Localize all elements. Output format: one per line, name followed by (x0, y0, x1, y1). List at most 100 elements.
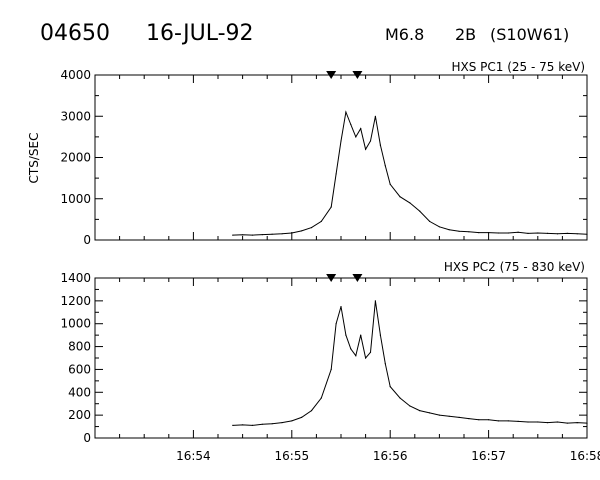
y-tick-label: 1000 (60, 317, 91, 331)
x-tick-label: 16:54 (176, 449, 211, 463)
data-point (360, 128, 362, 130)
data-point (566, 232, 568, 234)
data-point (384, 165, 386, 167)
data-point (355, 355, 357, 357)
interval-marker (326, 71, 337, 79)
data-point (448, 229, 450, 231)
data-point (566, 422, 568, 424)
data-point (488, 232, 490, 234)
data-point (330, 368, 332, 370)
data-point (507, 420, 509, 422)
count-rate-line (232, 300, 588, 426)
data-point (507, 232, 509, 234)
data-point (537, 232, 539, 234)
data-point (399, 196, 401, 198)
data-point (438, 226, 440, 228)
data-point (345, 334, 347, 336)
data-point (310, 410, 313, 412)
data-point (419, 210, 421, 212)
data-point (384, 363, 386, 365)
count-rate-line (232, 110, 588, 236)
data-point (301, 416, 303, 418)
y-tick-label: 400 (68, 385, 91, 399)
data-point (369, 140, 372, 142)
data-point (468, 231, 470, 233)
x-tick-label: 16:56 (373, 449, 408, 463)
data-point (379, 334, 381, 336)
y-tick-label: 1400 (60, 271, 91, 285)
data-point (242, 424, 244, 426)
data-point (261, 234, 263, 236)
data-point (320, 220, 322, 222)
data-point (310, 227, 313, 229)
data-point (340, 306, 342, 308)
data-point (517, 231, 519, 233)
optical-class: 2B (455, 25, 476, 44)
data-point (232, 424, 234, 426)
data-point (365, 357, 367, 359)
y-tick-label: 0 (83, 233, 91, 247)
flare-location: (S10W61) (490, 25, 569, 44)
data-point (365, 148, 367, 150)
data-point (291, 232, 293, 234)
y-tick-label: 600 (68, 362, 91, 376)
data-point (261, 423, 263, 425)
y-axis-label: CTS/SEC (27, 133, 41, 184)
event-date: 16-JUL-92 (146, 21, 254, 46)
y-tick-label: 1000 (60, 192, 91, 206)
data-point (335, 323, 337, 325)
data-point (242, 234, 244, 236)
panel-pc2-title: HXS PC2 (75 - 830 keV) (444, 260, 585, 274)
data-point (389, 386, 391, 388)
panel-pc1-title: HXS PC1 (25 - 75 keV) (451, 60, 585, 74)
data-point (527, 232, 529, 234)
data-point (547, 232, 549, 234)
data-point (350, 123, 352, 126)
y-tick-label: 2000 (60, 151, 91, 165)
data-point (458, 416, 460, 418)
data-point (251, 234, 253, 236)
y-tick-label: 1200 (60, 294, 91, 308)
data-point (369, 351, 372, 353)
data-point (547, 422, 549, 424)
data-point (232, 234, 234, 236)
data-point (350, 348, 352, 350)
y-tick-label: 200 (68, 408, 91, 422)
data-point (478, 232, 480, 234)
data-point (389, 183, 391, 185)
data-point (330, 206, 332, 208)
interval-marker (326, 274, 337, 282)
data-point (488, 419, 490, 421)
data-point (576, 233, 578, 235)
interval-marker (352, 274, 363, 282)
data-point (438, 414, 440, 416)
data-point (281, 422, 283, 424)
data-point (478, 419, 480, 421)
x-tick-label: 16:55 (275, 449, 310, 463)
x-tick-label: 16:57 (471, 449, 506, 463)
data-point (301, 230, 303, 232)
data-point (320, 397, 322, 399)
data-point (281, 233, 283, 235)
y-tick-label: 3000 (60, 109, 91, 123)
data-point (448, 415, 450, 417)
data-point (355, 136, 357, 138)
y-tick-label: 4000 (60, 68, 91, 82)
data-point (340, 140, 342, 142)
data-point (576, 422, 578, 424)
data-point (429, 220, 431, 222)
data-point (586, 233, 588, 235)
y-tick-label: 800 (68, 340, 91, 354)
data-point (374, 115, 376, 117)
flare-class: M6.8 (385, 25, 424, 44)
data-point (360, 334, 362, 336)
x-tick-label: 16:58 (570, 449, 600, 463)
data-point (497, 420, 499, 422)
data-point (399, 397, 401, 399)
data-point (556, 233, 559, 235)
panel-pc2: HXS PC2 (75 - 830 keV) 0 200 400 600 800 1000… (60, 260, 600, 463)
data-point (556, 421, 559, 423)
data-point (409, 202, 411, 204)
panel-pc2-frame (94, 277, 588, 439)
